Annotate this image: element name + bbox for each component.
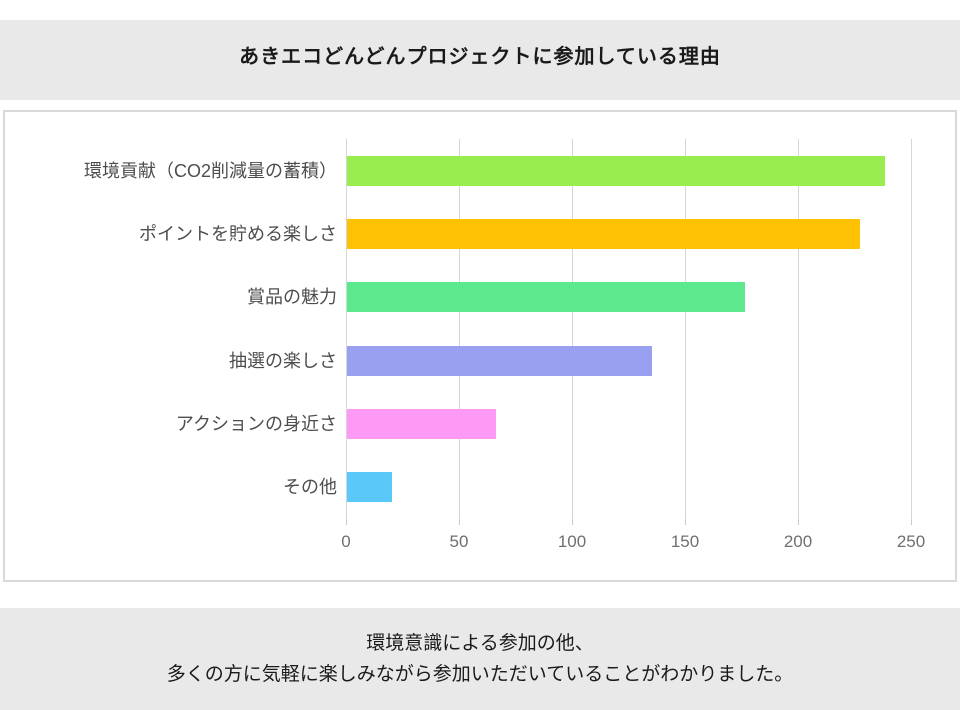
chart-bar	[347, 282, 745, 313]
x-axis-tick-label: 200	[783, 532, 813, 551]
x-axis-tick-label: 50	[449, 532, 469, 551]
tick-mark-x-50	[459, 519, 460, 525]
category-label: 環境貢献（CO2削減量の蓄積）	[83, 160, 337, 181]
gridline-x-100	[572, 139, 573, 519]
gridline-x-150	[685, 139, 686, 519]
chart-bar	[347, 345, 652, 376]
x-axis-tick-label: 0	[341, 532, 351, 551]
tick-mark-x-0	[346, 519, 347, 525]
gridline-x-250	[911, 139, 912, 519]
footer-text-line2: 多くの方に気軽に楽しみながら参加いただいていることがわかりました。	[166, 664, 794, 685]
chart-bar	[347, 155, 885, 186]
chart-bar	[347, 408, 496, 439]
tick-mark-x-150	[685, 519, 686, 525]
chart-panel: 0 50 100 150 200 250 環境貢献（CO2削減量の蓄積） ポイントを貯める楽し…	[3, 110, 957, 582]
plot-area: 0 50 100 150 200 250 環境貢献（CO2削減量の蓄積） ポイントを貯める楽し…	[5, 112, 955, 580]
category-label: アクションの身近さ	[175, 413, 337, 434]
x-axis-tick-label: 150	[670, 532, 700, 551]
footer-band: 環境意識による参加の他、 多くの方に気軽に楽しみながら参加いただいていることがわ…	[0, 608, 960, 710]
category-label: ポイントを貯める楽しさ	[139, 223, 337, 244]
category-label: 抽選の楽しさ	[229, 350, 337, 371]
footer-text-line1: 環境意識による参加の他、	[366, 633, 594, 654]
title-band: あきエコどんどんプロジェクトに参加している理由	[0, 20, 960, 100]
chart-title: あきエコどんどんプロジェクトに参加している理由	[239, 45, 721, 68]
chart-bar	[347, 472, 392, 503]
gridline-x-0	[346, 139, 347, 519]
tick-mark-x-250	[911, 519, 912, 525]
x-axis-tick-label: 100	[557, 532, 587, 551]
tick-mark-x-200	[798, 519, 799, 525]
chart-bar	[347, 218, 860, 249]
gridline-x-200	[798, 139, 799, 519]
gridline-x-50	[459, 139, 460, 519]
category-label: その他	[283, 477, 337, 498]
tick-mark-x-100	[572, 519, 573, 525]
x-axis-tick-label: 250	[896, 532, 926, 551]
category-label: 賞品の魅力	[247, 287, 337, 308]
